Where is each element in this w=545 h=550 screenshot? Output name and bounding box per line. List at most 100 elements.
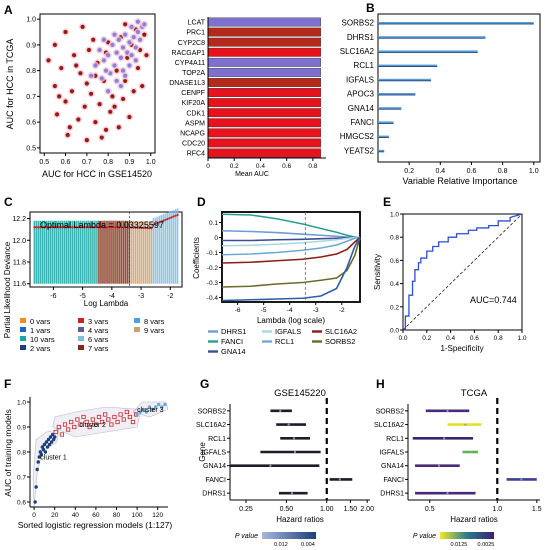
a-scatter-point [101,58,106,63]
c-cv-bar [90,220,92,284]
e-x-tick-label: 0.0 [398,335,407,342]
c-cv-bar [150,221,153,284]
c-cv-point [146,227,149,230]
h-x-tick-label: 1.0 [492,506,502,513]
c-cv-bar [45,220,48,284]
c-title: Optimal Lambda = 0.03325597 [40,220,164,230]
b-importance-bar-edge [378,137,389,138]
c-legend-label: 10 vars [30,335,55,344]
panel-label-B: B [366,1,375,15]
a-bar-label: CDK1 [186,110,205,117]
b-importance-bar-edge [378,66,438,67]
c-cv-point [43,226,46,229]
c-cv-bar [41,220,44,284]
c-legend-label: 2 vars [30,344,51,353]
b-bar-label: SLC16A2 [340,47,375,56]
c-cv-bar [144,221,147,284]
a-bar-label: NCAPG [180,130,205,137]
c-legend-label: 1 vars [30,326,51,335]
a-bar-x-tick-label: 0 [206,163,210,170]
c-cv-bar [142,221,145,284]
c-cv-bar [134,221,137,284]
c-cv-point [132,226,135,229]
b-importance-bar-edge [378,151,385,153]
c-cv-bar [84,220,86,284]
d-y-tick-label: -0.4 [207,295,219,302]
a-bar-x-tick-label: 0.4 [256,163,265,170]
c-cv-bar [39,220,42,284]
b-x-tick-label: 0.6 [467,168,477,175]
a-scatter-point [54,112,60,117]
c-cv-bar [82,220,84,284]
a-bar-label: DNASE1L3 [169,80,205,87]
d-y-tick-label: -0.3 [207,280,219,287]
d-coef-path [221,213,361,239]
c-cv-bar [164,213,167,284]
f-model-point [56,424,61,430]
f-model-point [53,435,57,439]
panel-label-D: D [197,195,206,209]
f-model-point [36,460,40,464]
c-cv-bar [132,221,135,284]
c-cv-point [148,227,151,230]
b-bar-label: SORBS2 [342,19,375,28]
a-scatter-point [108,109,113,114]
a-bar [207,27,321,37]
b-importance-bar-edge [378,108,402,110]
b-importance-bar [378,50,478,53]
c-cv-point [142,226,145,230]
c-cv-bar [160,214,163,284]
c-cv-bar [120,220,122,284]
a-scatter-point [120,68,126,73]
c-cv-point [124,226,127,229]
h-x-tick-label: 1.5 [532,506,542,513]
f-model-point [153,405,158,409]
d-legend-label: FANCI [221,337,243,346]
c-cv-point [89,226,92,229]
f-model-point [84,419,89,425]
panel-label-C: C [4,195,13,209]
g-hr-point [287,423,290,426]
d-x-tick-label: -2 [339,307,345,314]
c-y-tick-label: 12.0 [12,238,26,245]
a-scatter-point [76,117,81,122]
c-cv-point [77,226,80,229]
c-cv-bar [166,212,169,284]
g-gene-label: DHRS1 [202,491,226,498]
f-cluster-label: cluster 2 [79,422,106,429]
c-x-tick-label: -6 [50,293,56,300]
h-legend-tick: 0.0025 [477,542,494,548]
a-x-tick-label: 0.5 [39,159,49,166]
c-cv-point [51,226,54,229]
f-model-point [33,500,37,504]
a-scatter-point [116,125,121,130]
h-legend-tick: 0.0125 [450,542,467,548]
a-x-axis-title: AUC for HCC in GSE14520 [42,169,152,179]
d-legend-label: IGFALS [275,327,301,336]
f-model-point [49,440,54,444]
panel-label-H: H [376,377,385,391]
a-scatter-point [133,58,138,63]
c-cv-bar [124,220,126,284]
c-cv-point [136,226,139,229]
a-scatter-point [144,53,149,58]
g-legend-tick: 0.012 [274,542,288,548]
f-model-point [112,414,117,420]
c-cv-bar [118,220,120,284]
f-cluster-label: cluster 1 [40,455,67,462]
panel-label-A: A [4,3,13,17]
e-y-tick-label: 0.0 [390,328,399,335]
c-cv-point [59,226,62,229]
a-scatter-point [120,96,126,102]
f-model-point [42,442,47,447]
g-hr-point [290,492,294,495]
f-model-point [44,440,49,444]
c-x-axis-title: Log Lambda [84,299,129,308]
c-cv-point [53,226,56,229]
c-cv-point [130,226,133,229]
e-y-tick-label: 1.0 [390,212,399,219]
f-model-point [45,445,50,449]
c-cv-bar [88,220,90,284]
c-cv-point [35,226,38,229]
f-model-point [160,405,164,409]
